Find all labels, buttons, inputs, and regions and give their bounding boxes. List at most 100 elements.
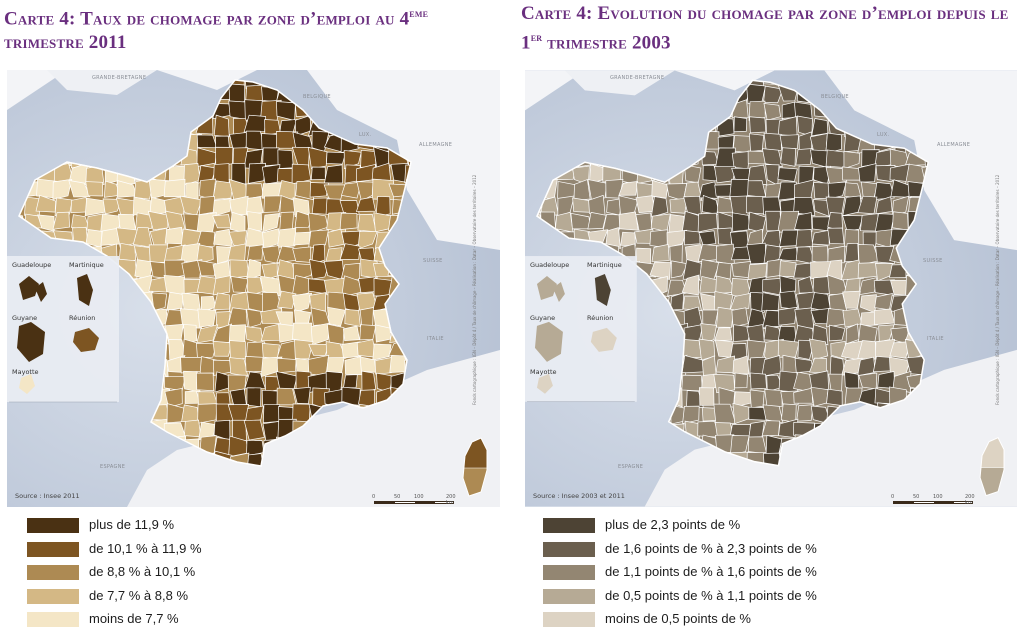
employment-zone [862, 231, 880, 248]
employment-zone [827, 227, 845, 245]
employment-zone [344, 309, 361, 327]
employment-zone [681, 274, 700, 296]
map1-source: Source : Insee 2011 [15, 492, 80, 500]
reunion-shape [73, 328, 99, 352]
employment-zone [263, 195, 282, 213]
employment-zone [357, 231, 378, 250]
employment-zone [891, 195, 910, 216]
employment-zone [325, 341, 347, 361]
map2-label-uk: Grande-Bretagne [610, 75, 665, 81]
reunion-shape [590, 327, 617, 352]
employment-zone [732, 212, 750, 232]
employment-zone [875, 196, 893, 215]
employment-zone [85, 181, 104, 197]
legend-swatch [543, 541, 595, 557]
employment-zone [292, 246, 312, 263]
map2-scale-graduation [893, 501, 973, 504]
guyane-shape [534, 321, 563, 362]
employment-zone [811, 118, 829, 137]
employment-zone [732, 135, 751, 154]
map2-dom-martinique: Martinique [587, 261, 622, 269]
employment-zone [360, 149, 377, 168]
employment-zone [746, 242, 767, 265]
employment-zone [763, 85, 784, 104]
map1-scale-graduation [374, 501, 454, 504]
employment-zone [794, 212, 813, 232]
employment-zone [212, 275, 231, 296]
employment-zone [246, 258, 261, 281]
map1-label-belgium: Belgique [303, 94, 331, 100]
employment-zone [809, 338, 829, 361]
employment-zone [749, 116, 767, 134]
employment-zone [276, 227, 297, 248]
employment-zone [715, 243, 735, 266]
employment-zone [277, 290, 297, 309]
employment-zone [373, 146, 391, 169]
employment-zone [877, 371, 896, 389]
employment-zone [683, 181, 703, 201]
employment-zone [293, 231, 311, 246]
employment-zone [793, 387, 813, 404]
employment-zone [747, 164, 768, 185]
employment-zone [245, 356, 265, 373]
employment-zone [842, 308, 863, 328]
uk-land [564, 70, 675, 96]
employment-zone [84, 197, 106, 217]
employment-zone [734, 372, 748, 389]
map1-credit: Fonds cartographique : IGN – Dépôt 4 / T… [472, 174, 477, 405]
employment-zone [666, 229, 688, 248]
map1-label-uk: Grande-Bretagne [92, 75, 147, 81]
map1-label-spain: Espagne [100, 464, 126, 470]
guadeloupe-shape [19, 276, 39, 300]
employment-zone [358, 389, 375, 408]
map1-scale-50: 50 [394, 494, 401, 500]
corsica [463, 438, 487, 496]
employment-zone [294, 210, 314, 229]
employment-zone [151, 292, 168, 311]
employment-zone [213, 114, 230, 138]
employment-zone [307, 146, 328, 170]
employment-zone [196, 230, 215, 248]
map1-dom-mayotte: Mayotte [12, 368, 39, 376]
employment-zone [181, 259, 203, 279]
map2-label-spain: Espagne [618, 464, 644, 470]
employment-zone [731, 150, 751, 170]
legend-swatch [27, 588, 79, 604]
employment-zone [68, 179, 91, 198]
employment-zone [587, 211, 607, 230]
employment-zone [747, 150, 767, 165]
employment-zone [825, 132, 842, 154]
employment-zone [762, 277, 783, 296]
employment-zone [892, 370, 912, 393]
map2-scale-100: 100 [933, 494, 943, 500]
employment-zone [779, 260, 797, 278]
employment-zone [698, 338, 716, 361]
legend-label: de 1,6 points de % à 2,3 points de % [605, 540, 817, 556]
employment-zone [166, 291, 184, 311]
map2-dom-reunion: Réunion [587, 314, 614, 322]
employment-zone [164, 226, 184, 245]
employment-zone [361, 370, 377, 393]
employment-zone [618, 180, 639, 196]
legend-label: plus de 11,9 % [89, 517, 175, 532]
employment-zone [669, 197, 688, 214]
employment-zone [291, 163, 312, 185]
map2-canvas [525, 70, 1017, 507]
employment-zone [827, 181, 847, 200]
mayotte-shape [19, 374, 35, 394]
map2-title: Carte 4: Evolution du chomage par zone d… [521, 3, 1009, 54]
employment-zone [651, 244, 670, 262]
employment-zone [293, 386, 311, 404]
map1-scale-0: 0 [372, 494, 376, 500]
martinique-shape [594, 274, 611, 306]
employment-zone [230, 275, 249, 293]
employment-zone [325, 247, 343, 262]
employment-zone [308, 229, 329, 249]
employment-zone [860, 311, 878, 327]
employment-zone [826, 388, 843, 406]
employment-zone [555, 211, 574, 233]
employment-zone [749, 389, 765, 409]
employment-zone [827, 245, 846, 264]
employment-zone [54, 197, 73, 217]
employment-zone [715, 262, 732, 280]
